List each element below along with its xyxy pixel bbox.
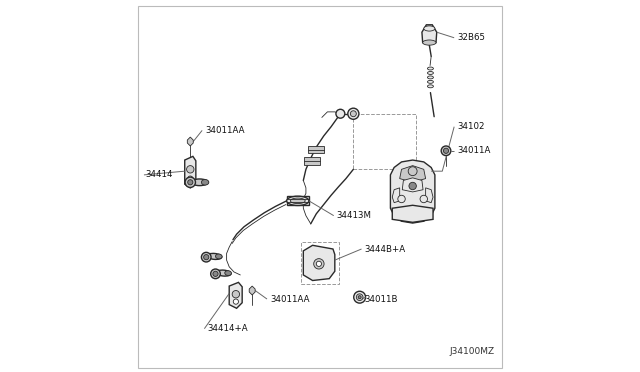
Circle shape — [420, 195, 428, 203]
Circle shape — [441, 146, 451, 155]
Polygon shape — [403, 178, 423, 192]
Circle shape — [188, 180, 193, 185]
Circle shape — [348, 108, 359, 119]
Polygon shape — [392, 205, 433, 222]
Polygon shape — [400, 166, 426, 182]
Circle shape — [233, 299, 239, 304]
Circle shape — [187, 166, 194, 173]
Polygon shape — [287, 196, 309, 205]
Polygon shape — [304, 157, 320, 164]
Circle shape — [202, 252, 211, 262]
Ellipse shape — [202, 180, 209, 185]
Ellipse shape — [225, 271, 232, 276]
Polygon shape — [426, 188, 433, 203]
Ellipse shape — [287, 196, 309, 205]
Circle shape — [232, 291, 239, 298]
Ellipse shape — [207, 253, 222, 259]
Text: 34414: 34414 — [146, 170, 173, 179]
Circle shape — [316, 261, 321, 266]
Ellipse shape — [428, 76, 433, 79]
Ellipse shape — [216, 254, 222, 259]
Circle shape — [188, 176, 193, 181]
Text: J34100MZ: J34100MZ — [449, 347, 494, 356]
Polygon shape — [422, 25, 436, 42]
Polygon shape — [185, 156, 196, 188]
Circle shape — [408, 167, 417, 176]
Polygon shape — [390, 160, 435, 223]
Ellipse shape — [191, 179, 208, 186]
Text: 34011AA: 34011AA — [205, 126, 244, 135]
Polygon shape — [303, 245, 335, 280]
Text: 34011AA: 34011AA — [270, 295, 310, 304]
Circle shape — [409, 182, 417, 190]
Circle shape — [204, 254, 209, 260]
Circle shape — [213, 271, 218, 276]
Text: 34413M: 34413M — [337, 211, 372, 220]
Polygon shape — [229, 282, 242, 308]
Circle shape — [356, 294, 363, 301]
Text: 34011A: 34011A — [457, 146, 490, 155]
Bar — [353, 114, 417, 169]
Polygon shape — [188, 137, 193, 146]
Ellipse shape — [428, 71, 433, 74]
Circle shape — [398, 195, 405, 203]
Circle shape — [358, 296, 361, 299]
Ellipse shape — [428, 85, 433, 88]
Text: 34011B: 34011B — [364, 295, 398, 304]
Ellipse shape — [422, 40, 436, 45]
Circle shape — [444, 148, 449, 153]
Bar — [301, 241, 339, 284]
Circle shape — [185, 177, 195, 187]
Ellipse shape — [428, 80, 433, 83]
Ellipse shape — [216, 270, 231, 276]
Polygon shape — [308, 146, 324, 153]
Text: 32B65: 32B65 — [457, 33, 485, 42]
Text: 34414+A: 34414+A — [207, 324, 248, 333]
Circle shape — [350, 111, 356, 117]
Circle shape — [336, 109, 345, 118]
Ellipse shape — [291, 198, 305, 203]
Ellipse shape — [428, 67, 433, 70]
Text: 34102: 34102 — [457, 122, 484, 131]
Circle shape — [211, 269, 220, 279]
Circle shape — [354, 291, 365, 303]
Circle shape — [314, 259, 324, 269]
Polygon shape — [392, 188, 400, 203]
Ellipse shape — [424, 26, 435, 31]
Polygon shape — [249, 286, 255, 295]
Text: 3444B+A: 3444B+A — [364, 244, 406, 253]
